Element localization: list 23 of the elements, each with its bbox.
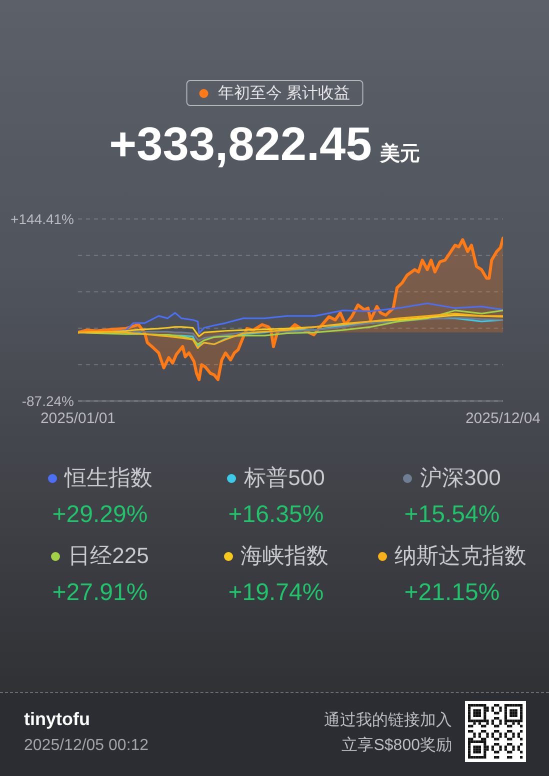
legend-label: 纳斯达克指数 — [394, 543, 526, 568]
y-tick-label: -87.24% — [22, 392, 74, 409]
text: 通过我的链接加入 — [324, 712, 452, 729]
text: +27.91% — [52, 579, 148, 606]
text: +21.15% — [404, 579, 500, 606]
chart-subtitle: +333,822.45 美元 — [109, 117, 420, 170]
text: +16.35% — [228, 501, 324, 528]
legend-label: 海峡指数 — [240, 543, 328, 568]
text: +29.29% — [52, 501, 148, 528]
line-series — [78, 314, 503, 338]
legend-label: 沪深300 — [420, 465, 501, 490]
text: +19.74% — [228, 579, 324, 606]
text: 立享S$800奖励 — [342, 737, 452, 754]
text: tinytofu — [24, 709, 90, 729]
x-tick-label: 2025/01/01 — [40, 410, 116, 427]
text: +15.54% — [404, 501, 500, 528]
y-tick-label: +144.41% — [10, 210, 74, 227]
text: 2025/12/05 00:12 — [24, 737, 149, 754]
legend-label: 日经225 — [68, 543, 149, 568]
x-tick-label: 2025/12/04 — [465, 410, 541, 427]
legend-label: 标普500 — [244, 465, 325, 490]
legend-label: 恒生指数 — [64, 465, 152, 490]
legend-label: 年初至今 累计收益 — [218, 84, 350, 102]
